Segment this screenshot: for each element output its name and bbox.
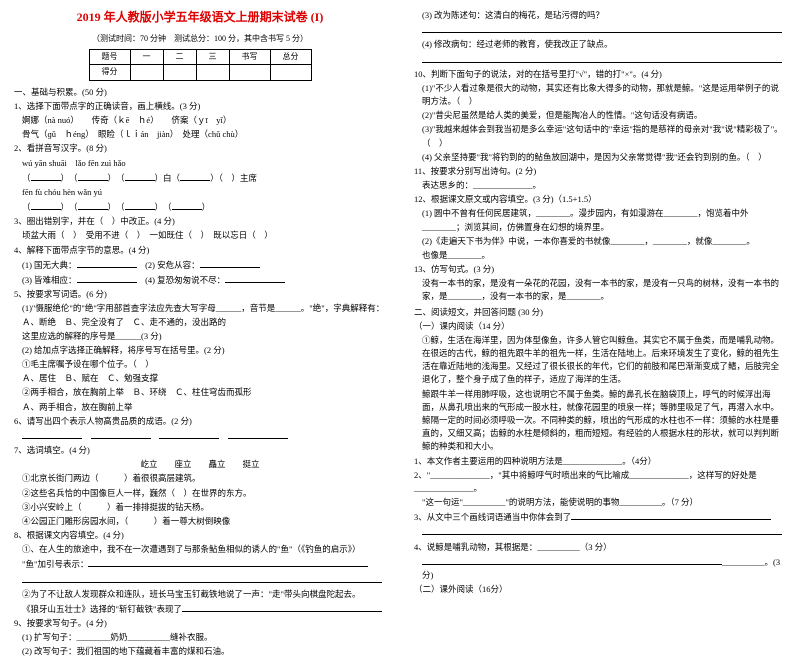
section-1-title: 一、基础与积累。(50 分) — [14, 86, 386, 99]
q9: 9、按要求写句子。(4 分) — [14, 617, 386, 630]
exam-subtitle: （测试时间：70 分钟 测试总分：100 分，其中含书写 5 分） — [14, 33, 386, 45]
q8: 8、根据课文内容填空。(4 分) — [14, 529, 386, 542]
q1: 1、选择下面带点字的正确读音，画上横线。(3 分) — [14, 100, 386, 113]
q5: 5、按要求写词语。(6 分) — [14, 288, 386, 301]
passage-1: ①鲸，生活在海洋里，因为体型像鱼，许多人管它叫鲸鱼。其实它不属于鱼类，而是哺乳动… — [414, 334, 786, 387]
q12: 12、根据课文原文或内容填空。(3 分)（1.5+1.5） — [414, 193, 786, 206]
q11: 11、按要求分别写出诗句。(2 分) — [414, 165, 786, 178]
score-table: 题号 一 二 三 书写 总分 得分 — [89, 49, 312, 81]
q13: 13、仿写句式。(3 分) — [414, 263, 786, 276]
passage-2: 鲸跟牛羊一样用肺呼吸，这也说明它不属于鱼类。鲸的鼻孔长在脑袋顶上，呼气的时候浮出… — [414, 388, 786, 454]
q3: 3、圈出错别字，并在（ ）中改正。(4 分) — [14, 215, 386, 228]
q2: 2、看拼音写汉字。(8 分) — [14, 142, 386, 155]
q10: 10、判断下面句子的说法，对的在括号里打"√"，错的打"×"。(4 分) — [414, 68, 786, 81]
section-2-title: 二、阅读短文，并回答问题 (30 分) — [414, 306, 786, 319]
q7: 7、选词填空。(4 分) — [14, 444, 386, 457]
exam-title: 2019 年人教版小学五年级语文上册期末试卷 (I) — [14, 8, 386, 27]
q6: 6、请写出四个表示人物高贵品质的成语。(2 分) — [14, 415, 386, 428]
q4: 4、解释下面带点字节的意思。(4 分) — [14, 244, 386, 257]
